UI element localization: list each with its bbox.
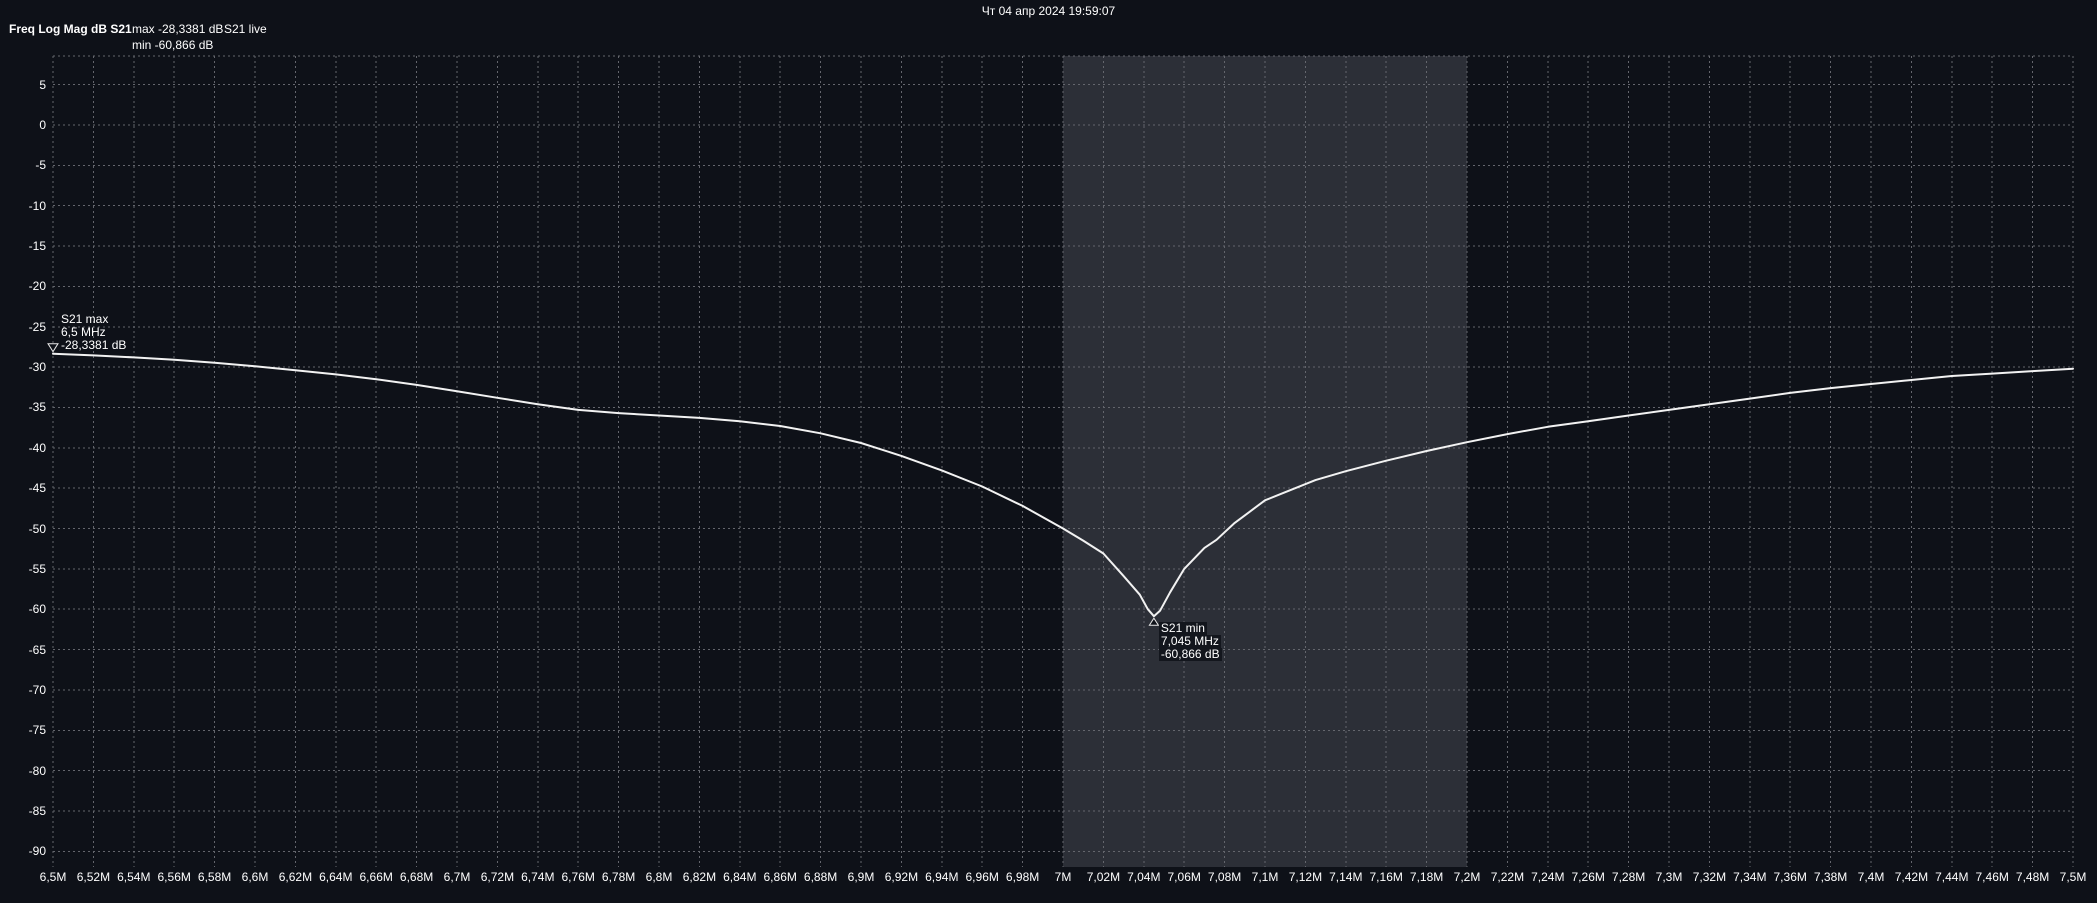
y-tick-label: -30 — [28, 360, 46, 375]
x-tick-label: 6,68M — [399, 870, 434, 884]
x-tick-label: 6,62M — [278, 870, 313, 884]
x-tick-label: 6,72M — [480, 870, 515, 884]
marker-max-freq: 6,5 MHz — [61, 324, 106, 339]
max-marker-triangle[interactable] — [47, 343, 59, 353]
max-readout: max -28,3381 dB — [132, 22, 224, 36]
y-tick-label: -50 — [28, 521, 46, 536]
x-tick-label: 6,94M — [925, 870, 959, 884]
x-tick-label: 7,4M — [1857, 870, 1885, 884]
x-tick-label: 6,92M — [884, 870, 919, 884]
y-tick-label: -60 — [28, 602, 46, 617]
min-marker-triangle[interactable] — [1148, 617, 1160, 626]
clock-timestamp: Чт 04 апр 2024 19:59:07 — [981, 4, 1116, 18]
x-tick-label: 7,42M — [1894, 870, 1929, 884]
x-tick-label: 7,32M — [1692, 870, 1727, 884]
marker-label-max: S21 max 6,5 MHz -28,3381 dB — [59, 311, 128, 352]
x-tick-label: 7,5M — [2059, 870, 2087, 884]
chart-title: Freq Log Mag dB S21 — [9, 22, 132, 36]
y-tick-label: -65 — [28, 642, 46, 657]
x-tick-label: 7,04M — [1127, 870, 1161, 884]
y-tick-label: -70 — [28, 682, 46, 697]
live-series-label: S21 live — [224, 22, 267, 36]
x-tick-label: 6,86M — [763, 870, 797, 884]
x-tick-label: 6,7M — [443, 870, 471, 884]
x-tick-label: 7,12M — [1288, 870, 1323, 884]
marker-min-value: -60,866 dB — [1158, 647, 1222, 662]
x-tick-label: 6,96M — [965, 870, 999, 884]
x-tick-label: 7,34M — [1733, 870, 1767, 884]
x-tick-label: 6,66M — [359, 870, 393, 884]
x-tick-label: 7,14M — [1329, 870, 1363, 884]
x-tick-label: 6,5M — [39, 870, 67, 884]
x-tick-label: 6,6M — [241, 870, 269, 884]
y-tick-label: -20 — [28, 279, 46, 294]
min-readout: min -60,866 dB — [132, 38, 214, 52]
x-tick-label: 7,24M — [1531, 870, 1565, 884]
y-tick-label: -5 — [35, 158, 46, 173]
y-tick-label: -45 — [28, 481, 46, 496]
s21-trace — [52, 352, 2074, 618]
y-tick-label: 5 — [39, 77, 46, 92]
x-tick-label: 7,26M — [1571, 870, 1605, 884]
y-tick-label: -80 — [28, 763, 46, 778]
x-tick-label: 7,48M — [2015, 870, 2050, 884]
x-tick-label: 6,8M — [645, 870, 673, 884]
y-tick-label: -55 — [28, 561, 46, 576]
x-tick-label: 7,46M — [1975, 870, 2009, 884]
y-tick-label: -75 — [28, 723, 46, 738]
x-tick-label: 7,1M — [1251, 870, 1279, 884]
x-tick-label: 7,22M — [1490, 870, 1525, 884]
x-tick-label: 7,16M — [1369, 870, 1403, 884]
y-tick-label: -35 — [28, 400, 46, 415]
x-tick-label: 6,88M — [803, 870, 838, 884]
y-tick-label: -85 — [28, 803, 46, 818]
y-tick-label: -15 — [28, 239, 46, 254]
x-tick-label: 7,38M — [1813, 870, 1848, 884]
x-tick-label: 6,84M — [723, 870, 757, 884]
y-tick-label: -10 — [28, 198, 46, 213]
x-tick-label: 6,58M — [197, 870, 232, 884]
marker-min-freq: 7,045 MHz — [1158, 634, 1221, 649]
y-tick-label: 0 — [39, 118, 46, 132]
x-tick-label: 6,82M — [682, 870, 717, 884]
x-tick-label: 7,36M — [1773, 870, 1807, 884]
x-tick-label: 6,98M — [1005, 870, 1040, 884]
marker-label-min: S21 min 7,045 MHz -60,866 dB — [1158, 621, 1222, 662]
x-tick-label: 7,2M — [1453, 870, 1481, 884]
x-tick-label: 7,18M — [1409, 870, 1444, 884]
x-tick-label: 6,52M — [76, 870, 111, 884]
y-tick-label: -25 — [28, 319, 46, 334]
x-tick-label: 7M — [1054, 870, 1072, 884]
x-tick-label: 6,74M — [521, 870, 555, 884]
x-tick-label: 6,76M — [561, 870, 595, 884]
x-tick-label: 6,54M — [117, 870, 151, 884]
x-tick-label: 7,3M — [1655, 870, 1683, 884]
x-tick-label: 7,44M — [1935, 870, 1969, 884]
y-tick-label: -90 — [28, 844, 46, 859]
x-tick-label: 7,06M — [1167, 870, 1201, 884]
x-tick-label: 6,64M — [319, 870, 353, 884]
x-tick-label: 7,28M — [1611, 870, 1646, 884]
x-tick-label: 6,9M — [847, 870, 875, 884]
marker-max-name: S21 max — [61, 311, 109, 326]
marker-min-name: S21 min — [1158, 621, 1207, 636]
x-tick-label: 6,56M — [157, 870, 191, 884]
x-tick-label: 7,08M — [1207, 870, 1242, 884]
x-tick-label: 7,02M — [1086, 870, 1121, 884]
x-tick-label: 6,78M — [601, 870, 636, 884]
marker-max-value: -28,3381 dB — [61, 337, 127, 352]
y-tick-label: -40 — [28, 440, 46, 455]
